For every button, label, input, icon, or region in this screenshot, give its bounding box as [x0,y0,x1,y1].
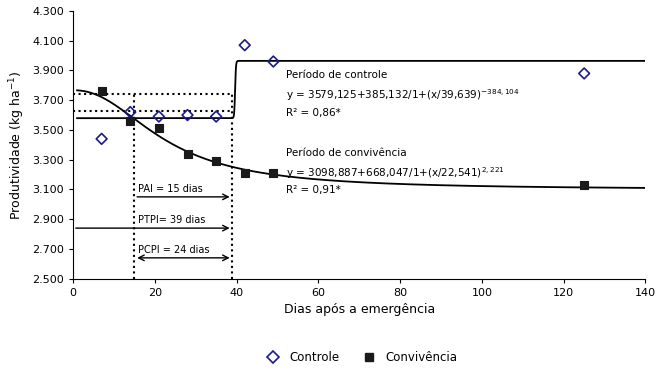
Point [211,113,221,120]
Text: Período de controle
y = 3579,125+385,132/1+(x/39,639)$^{-384,104}$
R² = 0,86*: Período de controle y = 3579,125+385,132… [286,70,519,118]
Point [239,170,250,176]
Point [268,58,278,65]
Text: PTPI= 39 dias: PTPI= 39 dias [139,216,206,226]
Point [579,182,589,188]
Legend: Controle, Convivência: Controle, Convivência [257,347,462,369]
Y-axis label: Produtividade (kg ha$^{-1}$): Produtividade (kg ha$^{-1}$) [7,70,27,219]
Point [211,158,221,164]
Point [125,109,135,115]
Point [96,88,107,94]
Point [268,170,278,176]
Point [154,113,164,120]
Point [239,42,250,48]
Text: Período de convivência
y = 3098,887+668,047/1+(x/22,541)$^{2,221}$
R² = 0,91*: Período de convivência y = 3098,887+668,… [286,148,505,195]
Text: PCPI = 24 dias: PCPI = 24 dias [139,245,210,255]
Text: PAI = 15 dias: PAI = 15 dias [139,184,203,194]
Point [182,112,193,118]
Point [154,125,164,132]
Point [125,118,135,124]
Point [96,136,107,142]
Point [579,70,589,77]
Point [182,151,193,157]
X-axis label: Dias após a emergência: Dias após a emergência [284,303,435,316]
